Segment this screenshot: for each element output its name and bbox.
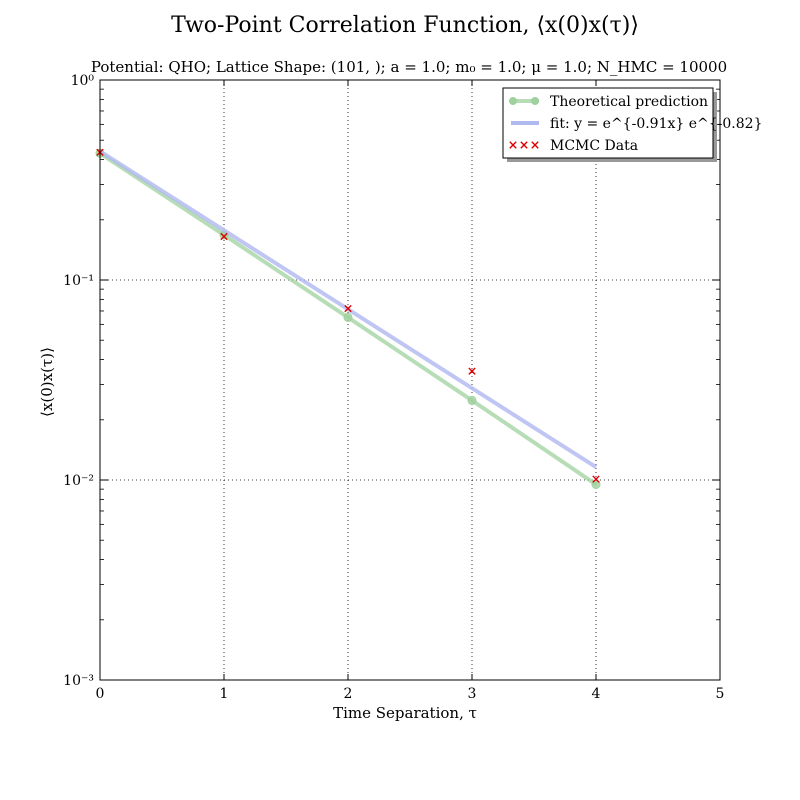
x-tick-label: 2 (344, 686, 353, 702)
x-tick-label: 1 (220, 686, 229, 702)
legend-mcmc-marker (531, 141, 539, 149)
axis-ticks: 0 1 2 3 4 5 10⁻³ 10⁻² 10⁻¹ 10⁰ (63, 73, 724, 702)
legend-fit-label: fit: y = e^{-0.91x} e^{-0.82} (550, 116, 762, 132)
legend-theory-marker (509, 97, 517, 105)
mcmc-point (592, 475, 600, 483)
legend-mcmc-marker (509, 141, 517, 149)
mcmc-point (468, 367, 476, 375)
chart-title: Two-Point Correlation Function, ⟨x(0)x(τ… (171, 13, 639, 38)
legend-mcmc-label: MCMC Data (550, 138, 638, 154)
x-tick-label: 3 (468, 686, 477, 702)
y-tick-label: 10⁻¹ (63, 273, 94, 289)
plot-frame (99, 79, 721, 681)
legend: Theoretical prediction fit: y = e^{-0.91x… (502, 87, 762, 162)
y-tick-label: 10⁻³ (63, 673, 94, 689)
x-axis-label: Time Separation, τ (333, 704, 477, 722)
legend-theory-label: Theoretical prediction (550, 94, 708, 110)
mcmc-point (220, 232, 228, 241)
theory-point (467, 395, 477, 405)
theory-point (591, 479, 601, 489)
y-tick-label: 10⁻² (63, 473, 94, 489)
x-tick-label: 5 (716, 686, 725, 702)
grid-lines (100, 80, 720, 680)
legend-theory-marker (531, 97, 539, 105)
theory-point (343, 312, 353, 322)
x-tick-label: 0 (96, 686, 105, 702)
legend-mcmc-marker (520, 141, 528, 149)
y-axis-label: ⟨x(0)x(τ)⟩ (38, 347, 56, 417)
chart-subtitle: Potential: QHO; Lattice Shape: (101, ); … (91, 58, 727, 76)
data-series (95, 148, 601, 489)
x-tick-label: 4 (592, 686, 601, 702)
y-tick-label: 10⁰ (71, 73, 95, 89)
mcmc-point (344, 304, 352, 313)
